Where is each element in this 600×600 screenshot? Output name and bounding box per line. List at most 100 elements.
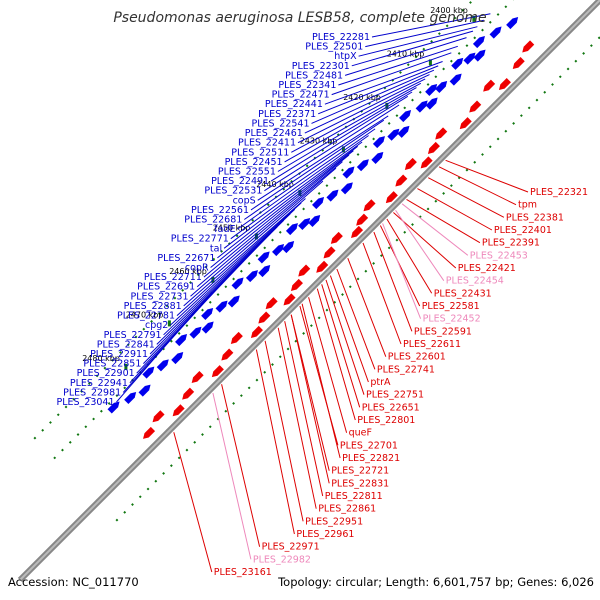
forward-gene-label: PLES_22731 — [130, 291, 188, 302]
forward-gene-label: PLES_22691 — [137, 282, 195, 293]
reverse-label-leader — [347, 258, 387, 357]
forward-gene-labels: PLES_22281PLES_22501htpXPLES_22301PLES_2… — [56, 13, 491, 408]
forward-gene-label: PLES_22541 — [251, 118, 309, 129]
forward-gene-label: tal — [210, 243, 222, 254]
reverse-label-leader — [417, 188, 493, 231]
reverse-gene-label: PLES_22431 — [434, 288, 492, 299]
forward-gene-label: copS — [233, 195, 256, 206]
forward-label-leader — [318, 65, 439, 115]
forward-gene-arrow — [397, 125, 410, 138]
forward-gene-arrow — [245, 270, 258, 283]
forward-gene-arrow — [175, 334, 188, 347]
scale-tick-label: 2430 kbp — [300, 136, 338, 145]
forward-gene-arrow — [285, 223, 298, 236]
reverse-label-leader — [325, 279, 365, 395]
forward-label-leader — [284, 87, 417, 163]
reverse-label-leader — [212, 392, 252, 560]
reverse-gene-label: ptrA — [370, 377, 391, 388]
reverse-gene-label: PLES_22401 — [494, 225, 552, 236]
reverse-gene-label: PLES_22701 — [340, 440, 398, 451]
forward-gene-arrow — [257, 251, 270, 264]
scale-tick — [124, 363, 128, 370]
reverse-gene-label: PLES_22381 — [506, 212, 564, 223]
reverse-gene-label: PLES_23161 — [214, 567, 272, 578]
forward-label-leader — [257, 115, 389, 201]
forward-label-leader — [358, 26, 478, 57]
forward-gene-label: PLES_22491 — [211, 176, 269, 187]
forward-gene-arrow — [258, 265, 271, 278]
reverse-gene-arrow — [250, 325, 263, 338]
reverse-gene-label: PLES_22391 — [482, 238, 540, 249]
forward-label-leader — [371, 13, 491, 38]
forward-gene-label: PLES_22561 — [191, 205, 249, 216]
forward-gene-arrow — [463, 52, 476, 65]
reverse-label-leader — [221, 384, 261, 547]
scale-tick — [428, 59, 432, 66]
reverse-gene-label: PLES_22453 — [470, 250, 528, 261]
forward-gene-arrow — [138, 384, 151, 397]
forward-label-leader — [196, 167, 337, 288]
forward-label-leader — [297, 78, 426, 144]
reverse-label-leader — [373, 231, 413, 332]
forward-gene-arrow — [189, 326, 202, 339]
forward-gene-arrow — [282, 241, 295, 254]
forward-gene-arrow — [201, 321, 214, 334]
reverse-label-leader — [379, 225, 421, 307]
forward-gene-arrow — [272, 244, 285, 257]
scale-tick — [472, 15, 476, 22]
reverse-gene-arrow — [356, 213, 369, 226]
reverse-gene-arrow — [363, 199, 376, 212]
forward-gene-label: fadE — [214, 224, 235, 235]
forward-gene-arrow — [342, 166, 355, 179]
reverse-gene-label: PLES_22811 — [325, 491, 383, 502]
reverse-label-leader — [255, 349, 295, 535]
forward-label-leader — [203, 161, 343, 278]
forward-gene-label: PLES_22341 — [278, 80, 336, 91]
scale-tick-label: 2480 kbp — [82, 354, 120, 363]
reverse-label-leader — [284, 321, 324, 497]
forward-label-leader — [277, 91, 413, 172]
reverse-gene-arrow — [152, 410, 165, 423]
forward-label-leader — [324, 61, 443, 105]
reverse-gene-arrow — [404, 157, 417, 170]
forward-gene-label: PLES_22531 — [204, 186, 262, 197]
reverse-gene-arrow — [469, 100, 482, 113]
forward-gene-label: copR — [185, 263, 209, 274]
scale-tick — [167, 320, 171, 327]
reverse-gene-label: PLES_22321 — [530, 187, 588, 198]
forward-label-leader — [365, 19, 485, 48]
reverse-gene-arrow — [435, 127, 448, 140]
forward-label-leader — [116, 291, 213, 403]
forward-gene-label: PLES_22501 — [305, 42, 363, 53]
forward-gene-arrow — [425, 83, 438, 96]
forward-gene-label: PLES_22791 — [104, 330, 162, 341]
scale-tick — [385, 102, 389, 109]
forward-gene-arrow — [449, 73, 462, 86]
forward-gene-label: PLES_22711 — [144, 272, 202, 283]
forward-label-leader — [270, 95, 409, 182]
forward-gene-label: PLES_22881 — [124, 301, 182, 312]
scale-tick-label: 2450 kbp — [213, 223, 251, 232]
forward-label-leader — [250, 119, 385, 211]
reverse-gene-arrow — [420, 156, 433, 169]
reverse-gene-arrow — [351, 225, 364, 238]
reverse-label-leader — [438, 166, 517, 206]
forward-gene-label: PLES_22411 — [238, 138, 296, 149]
reverse-gene-label: PLES_22801 — [357, 415, 415, 426]
forward-gene-arrow — [107, 401, 120, 414]
forward-gene-label: PLES_22511 — [231, 147, 289, 158]
forward-gene-arrow — [142, 366, 155, 379]
scale-tick-label: 2410 kbp — [387, 49, 425, 58]
reverse-label-leader — [382, 223, 422, 319]
reverse-gene-label: PLES_22454 — [446, 276, 504, 287]
forward-label-leader — [311, 69, 435, 124]
forward-gene-arrow — [326, 189, 339, 202]
reverse-gene-arrow — [265, 297, 278, 310]
forward-gene-arrow — [506, 17, 519, 30]
forward-gene-arrow — [371, 151, 384, 164]
forward-gene-label: PLES_22901 — [77, 368, 135, 379]
reverse-gene-arrow — [172, 404, 185, 417]
